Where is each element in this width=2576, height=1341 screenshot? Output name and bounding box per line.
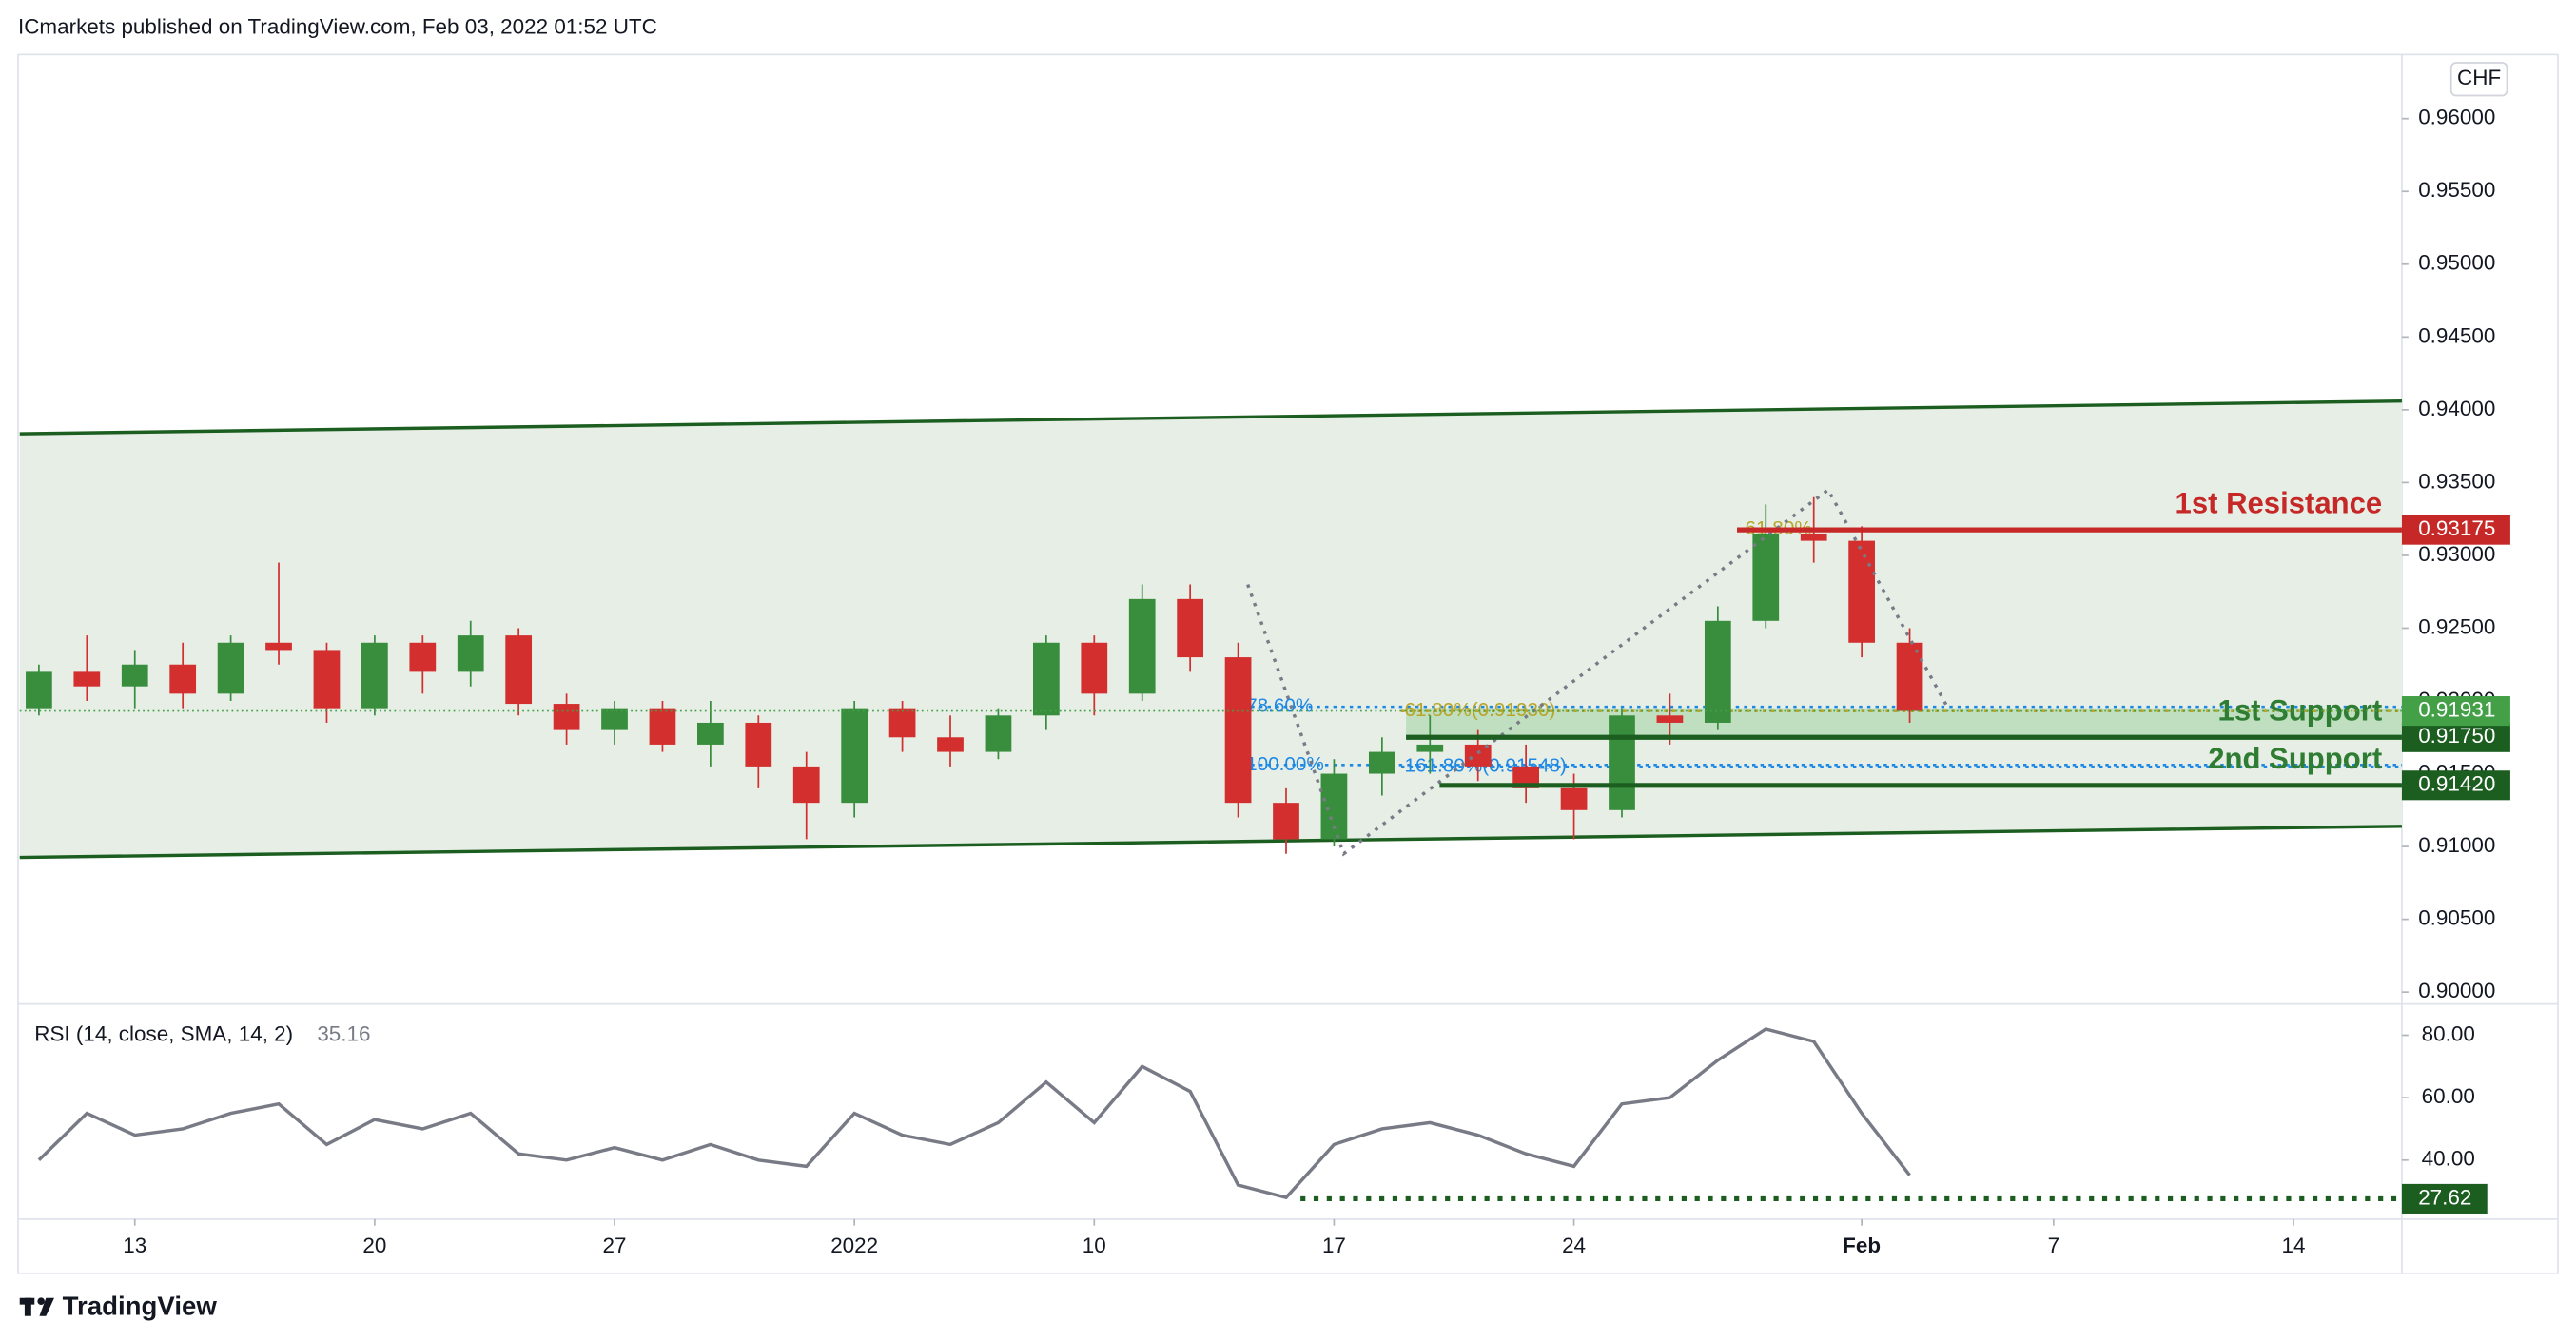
rsi-y-tick-label: 40.00 (2422, 1147, 2475, 1171)
candle-body (73, 671, 101, 687)
level-label: 1st Support (2218, 694, 2383, 728)
candle-body (1800, 533, 1827, 541)
candle-body (1368, 751, 1395, 774)
candle-body (1896, 642, 1923, 711)
candle-body (1752, 533, 1780, 621)
price-tag-label: 0.93175 (2418, 516, 2495, 540)
channel-line (19, 398, 2402, 436)
y-tick-label: 0.94500 (2418, 323, 2495, 347)
rsi-title: RSI (14, close, SMA, 14, 2) (34, 1021, 293, 1045)
rsi-tag-label: 27.62 (2418, 1185, 2471, 1209)
candle-body (553, 704, 580, 730)
x-tick-label: 13 (123, 1234, 146, 1257)
footer: TradingView (63, 1291, 218, 1320)
candle-body (1512, 766, 1540, 788)
fib-label: 100.00% (1246, 753, 1324, 775)
candle-body (1656, 715, 1684, 723)
candle-body (649, 708, 676, 745)
y-tick-label: 0.95500 (2418, 178, 2495, 202)
candle-body (1848, 540, 1875, 643)
x-tick-label: 24 (1562, 1234, 1586, 1257)
candle-body (217, 642, 244, 694)
x-tick-label: 7 (2048, 1234, 2059, 1257)
candle-body (792, 766, 820, 804)
candle-body (1560, 787, 1588, 810)
currency: CHF (2457, 66, 2501, 89)
fib-label: 61.80%(0.91930) (1404, 699, 1555, 721)
candle-body (361, 642, 388, 709)
price-tag (2401, 696, 2510, 727)
candle-body (1320, 773, 1348, 840)
price-tag-label: 0.91931 (2418, 698, 2495, 722)
pattern-line (1246, 487, 1950, 857)
candle-body (745, 722, 772, 767)
x-tick-label: 27 (603, 1234, 627, 1257)
candle-body (1464, 744, 1492, 767)
candle-body (1032, 642, 1060, 716)
price-tag (2401, 722, 2510, 752)
level-label: 2nd Support (2208, 742, 2382, 775)
rsi-line (37, 1027, 1911, 1200)
price-tag-label: 0.91750 (2418, 724, 2495, 748)
rsi-y-tick-label: 80.00 (2422, 1021, 2475, 1045)
x-tick-label: 17 (1322, 1234, 1346, 1257)
candle-body (121, 664, 148, 687)
candle-body (505, 635, 533, 705)
y-tick-label: 0.94000 (2418, 397, 2495, 420)
frame (17, 53, 2559, 1274)
rsi-tag (2401, 1183, 2488, 1214)
y-tick-label: 0.96000 (2418, 106, 2495, 129)
candle-body (601, 708, 628, 730)
candle-body (1224, 657, 1252, 804)
level-label: 1st Resistance (2176, 486, 2383, 519)
candle-body (409, 642, 437, 672)
y-tick-label: 0.93500 (2418, 469, 2495, 493)
support-zone (1406, 708, 2402, 738)
candle-body (1081, 642, 1108, 694)
fib-label: 78.60% (1246, 695, 1313, 717)
candle-body (26, 671, 52, 709)
y-tick-label: 0.93000 (2418, 542, 2495, 566)
x-tick-label: 2022 (830, 1234, 878, 1257)
x-tick-label: 14 (2281, 1234, 2305, 1257)
price-tag-label: 0.91420 (2418, 772, 2495, 796)
y-tick-label: 0.95000 (2418, 251, 2495, 275)
candle-body (1609, 715, 1635, 810)
currency-box (2449, 62, 2508, 97)
x-tick-label: Feb (1843, 1234, 1881, 1257)
y-tick-label: 0.90000 (2418, 979, 2495, 1002)
candle-body (985, 715, 1012, 752)
candle-body (1177, 598, 1204, 658)
tv-logo (19, 1297, 54, 1316)
candle-body (313, 650, 341, 709)
candle-body (841, 708, 868, 804)
y-tick-label: 0.90500 (2418, 906, 2495, 930)
rsi-y-tick-label: 60.00 (2422, 1084, 2475, 1108)
candle-body (1416, 744, 1444, 752)
price-tag (2401, 770, 2510, 801)
x-tick-label: 10 (1083, 1234, 1106, 1257)
price-tag (2401, 515, 2510, 545)
candle-body (697, 722, 724, 745)
candle-body (1273, 803, 1299, 840)
candle-body (169, 664, 197, 694)
x-tick-label: 20 (362, 1234, 386, 1257)
y-tick-label: 0.91000 (2418, 833, 2495, 857)
channel-fill (19, 400, 2402, 858)
candle-body (265, 642, 292, 651)
candle-body (1704, 620, 1731, 723)
candle-body (937, 737, 964, 752)
candle-body (457, 635, 484, 672)
channel-line (19, 825, 2402, 860)
y-tick-label: 0.92500 (2418, 614, 2495, 638)
header: ICmarkets published on TradingView.com, … (18, 15, 657, 39)
candle-body (888, 708, 916, 738)
rsi-value: 35.16 (317, 1021, 370, 1045)
candle-body (1128, 598, 1156, 694)
